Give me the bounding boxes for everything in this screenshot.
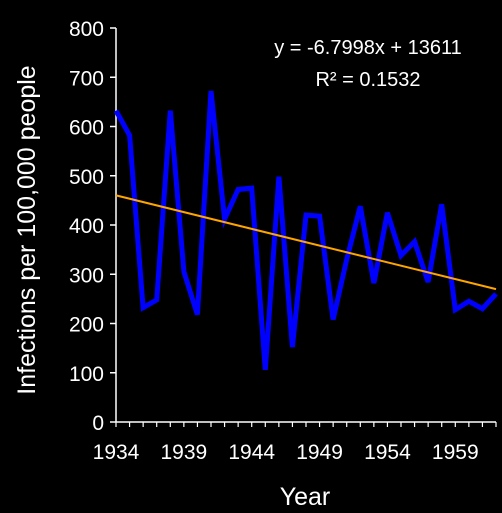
series-line: [113, 90, 498, 370]
x-tick-label: 1934: [93, 441, 140, 464]
x-tick-label: 1944: [228, 441, 275, 464]
trendline: [115, 194, 497, 291]
y-tick-label: 0: [92, 412, 104, 435]
y-tick-label: 200: [69, 314, 104, 337]
x-tick-label: 1959: [432, 441, 479, 464]
trendline-layer: [115, 194, 497, 291]
y-tick-label: 300: [69, 264, 104, 287]
y-axis-label: Infections per 100,000 people: [13, 65, 41, 394]
series-layer: [113, 90, 498, 370]
x-tick-label: 1949: [296, 441, 343, 464]
x-axis: 1934 1939 1944 1949 1954 1959: [93, 421, 497, 464]
y-tick-label: 400: [69, 215, 104, 238]
y-tick-label: 700: [69, 67, 104, 90]
trendline-equation: y = -6.7998x + 13611: [274, 37, 462, 59]
x-tick-label: 1954: [364, 441, 411, 464]
y-axis: 0 100 200 300 400 500 600 700 800: [69, 18, 117, 435]
x-axis-label: Year: [280, 483, 331, 511]
y-tick-label: 800: [69, 18, 104, 41]
y-tick-label: 500: [69, 166, 104, 189]
y-tick-label: 600: [69, 117, 104, 140]
r-squared-label: R² = 0.1532: [315, 69, 420, 91]
y-tick-label: 100: [69, 363, 104, 386]
x-tick-label: 1939: [160, 441, 207, 464]
